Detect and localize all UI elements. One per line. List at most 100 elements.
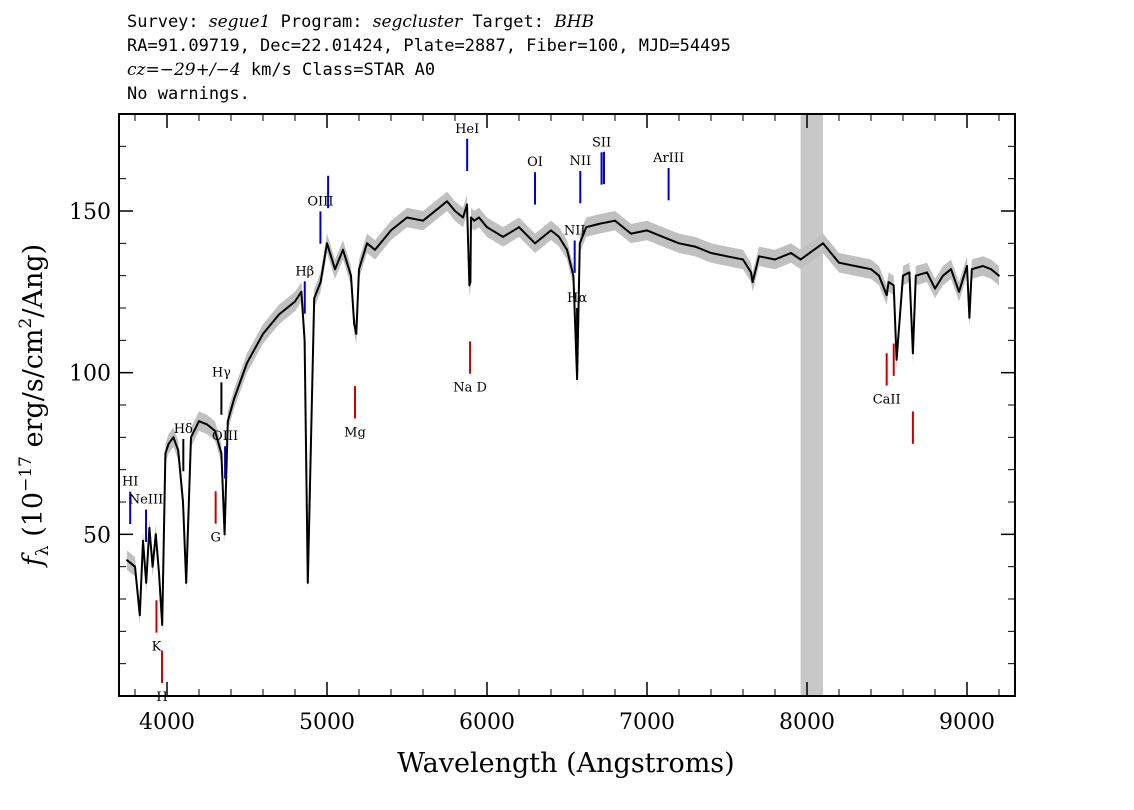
flux-point: [223, 533, 226, 536]
flux-point: [390, 229, 392, 232]
emission-line-label: Hα: [567, 291, 587, 306]
program-value: segcluster: [372, 12, 463, 32]
emission-line-label: Hδ: [174, 422, 193, 437]
header-line-3: cz=−29+/−4 km/s Class=STAR A0: [127, 58, 731, 82]
redshift-value: cz=−29+/−4: [127, 60, 241, 80]
flux-point: [566, 248, 568, 251]
absorption-line-label: G: [210, 531, 220, 546]
flux-point: [303, 339, 306, 342]
target-label: Target:: [462, 12, 555, 32]
flux-point: [350, 274, 352, 277]
flux-point: [358, 268, 360, 271]
flux-point: [558, 236, 560, 238]
flux-point: [469, 281, 472, 283]
flux-point: [154, 533, 157, 536]
flux-point: [167, 442, 170, 445]
flux-point: [662, 236, 664, 238]
header-line-2: RA=91.09719, Dec=22.01424, Plate=2887, F…: [127, 36, 731, 56]
flux-point: [206, 423, 208, 426]
flux-point: [326, 242, 328, 245]
absorption-line-label: Na D: [453, 381, 487, 396]
flux-error-band: [127, 191, 999, 635]
y-tick-label: 100: [69, 362, 111, 387]
x-tick-label: 9000: [939, 710, 995, 735]
x-tick-label: 5000: [299, 710, 355, 735]
y-tick-label: 50: [83, 523, 111, 548]
emission-line-label: ArIII: [652, 151, 684, 166]
flux-point: [185, 581, 188, 584]
flux-point: [446, 200, 448, 203]
flux-point: [934, 287, 936, 290]
flux-point: [550, 229, 552, 232]
absorption-line-label: K: [152, 640, 162, 655]
flux-point: [614, 219, 616, 222]
flux-point: [486, 226, 488, 229]
masked-region-layer: [800, 114, 823, 696]
flux-point: [990, 268, 992, 271]
flux-point: [710, 252, 712, 254]
header-line-1: Survey: segue1 Program: segcluster Targe…: [127, 10, 731, 34]
error-band-layer: [127, 191, 999, 635]
flux-point: [177, 449, 180, 452]
flux-point: [799, 258, 802, 261]
flux-point: [158, 572, 160, 574]
flux-point: [262, 333, 264, 335]
flux-point: [534, 242, 536, 245]
spectral-lines-layer: HINeIIIHδHγOIIIHβOIIIHeIOINIIHαNIISIIArI…: [122, 122, 914, 705]
flux-point: [294, 300, 296, 303]
y-axis-title: fλ (10−17 erg/s/cm2/Ang): [16, 244, 53, 568]
flux-point: [572, 274, 575, 277]
emission-line-label: OI: [527, 155, 543, 170]
flux-point: [468, 284, 471, 287]
flux-point: [313, 297, 316, 300]
flux-point: [306, 581, 309, 584]
flux-point: [342, 248, 344, 251]
survey-value: segue1: [208, 12, 271, 32]
emission-line-label: OIII: [307, 194, 333, 209]
flux-point: [750, 271, 752, 274]
flux-point: [726, 255, 728, 258]
x-tick-label: 4000: [139, 710, 195, 735]
flux-point: [134, 565, 136, 568]
absorption-line-label: CaII: [873, 393, 901, 408]
emission-line-label: Hγ: [212, 365, 231, 380]
flux-point: [198, 420, 200, 423]
flux-point: [406, 216, 408, 219]
flux-point: [892, 284, 895, 287]
flux-point: [870, 268, 872, 271]
flux-point: [578, 242, 581, 245]
flux-point: [822, 242, 824, 245]
flux-point: [138, 614, 141, 617]
flux-point: [334, 268, 336, 271]
flux-point: [164, 452, 167, 455]
flux-point: [319, 281, 322, 283]
flux-point: [190, 436, 192, 439]
flux-point: [914, 274, 917, 277]
flux-point: [790, 252, 792, 254]
flux-point: [878, 274, 880, 277]
header-line-4: No warnings.: [127, 84, 250, 104]
masked-region: [800, 114, 823, 696]
flux-point: [353, 323, 356, 326]
flux-point: [438, 206, 440, 209]
flux-point: [598, 223, 600, 225]
flux-point: [646, 229, 648, 232]
flux-point: [926, 271, 928, 274]
flux-point: [422, 219, 424, 222]
flux-point: [126, 559, 128, 562]
emission-line-label: HI: [122, 475, 138, 490]
flux-point: [518, 226, 520, 229]
emission-line-label: HeI: [455, 122, 479, 137]
axis-ticks-layer: 4000 5000 6000 7000 8000 9000 50 100 150: [69, 114, 1015, 735]
emission-line-label: Hβ: [295, 264, 314, 279]
x-axis-title: Wavelength (Angstroms): [397, 748, 734, 779]
program-label: Program:: [270, 12, 373, 32]
emission-line-label: OIII: [212, 429, 238, 444]
flux-point: [912, 352, 914, 355]
flux-point: [220, 452, 223, 455]
flux-point: [182, 501, 184, 503]
spectrum-header: Survey: segue1 Program: segcluster Targe…: [127, 10, 731, 106]
flux-point: [968, 316, 971, 319]
flux-point: [172, 436, 175, 439]
